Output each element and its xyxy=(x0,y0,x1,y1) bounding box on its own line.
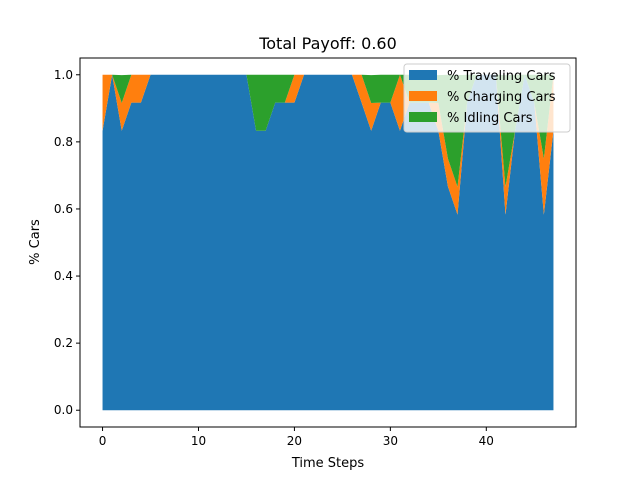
y-tick-label: 0.8 xyxy=(54,135,73,149)
legend-label: % Charging Cars xyxy=(447,90,556,105)
y-axis-ticks: 0.0 0.2 0.4 0.6 0.8 1.0 xyxy=(54,68,80,417)
x-tick-label: 20 xyxy=(287,434,302,448)
x-axis-label: Time Steps xyxy=(291,456,365,471)
y-tick-label: 0.2 xyxy=(54,336,73,350)
x-tick-label: 40 xyxy=(479,434,494,448)
x-tick-label: 0 xyxy=(99,434,107,448)
y-axis-label: % Cars xyxy=(28,219,43,265)
legend-swatch xyxy=(409,70,437,80)
y-tick-label: 1.0 xyxy=(54,68,73,82)
legend-swatch xyxy=(409,91,437,101)
legend: % Traveling Cars % Charging Cars % Idling … xyxy=(403,63,571,133)
y-tick-label: 0.0 xyxy=(54,403,73,417)
legend-swatch xyxy=(409,112,437,122)
legend-label: % Traveling Cars xyxy=(447,69,556,84)
legend-label: % Idling Cars xyxy=(447,111,533,126)
x-axis-ticks: 0 10 20 30 40 xyxy=(99,427,494,448)
area-series-2 xyxy=(102,74,554,215)
y-tick-label: 0.6 xyxy=(54,202,73,216)
x-tick-label: 10 xyxy=(191,434,206,448)
y-tick-label: 0.4 xyxy=(54,269,73,283)
chart-title: Total Payoff: 0.60 xyxy=(258,34,397,53)
legend-box xyxy=(403,63,571,133)
plot-frame xyxy=(79,57,577,428)
area-series-1 xyxy=(102,74,554,411)
x-tick-label: 30 xyxy=(383,434,398,448)
